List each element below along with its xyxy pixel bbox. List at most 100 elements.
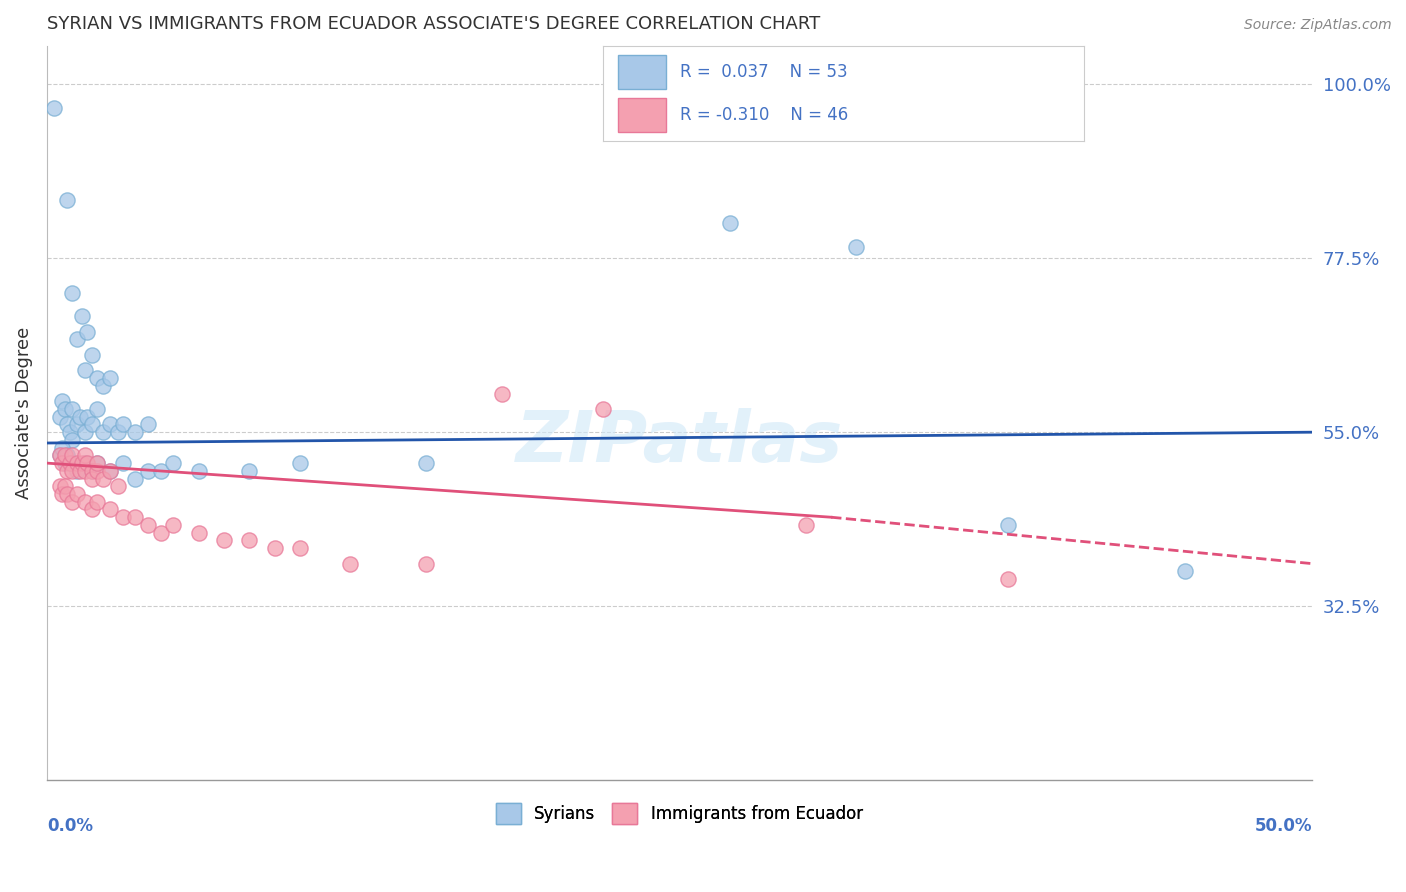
Point	[60, 433, 83, 447]
Point	[60, 495, 83, 509]
Point	[98, 417, 121, 432]
Point	[82, 502, 104, 516]
Point	[91, 472, 114, 486]
Point	[111, 510, 134, 524]
Point	[98, 371, 121, 385]
Point	[56, 417, 79, 432]
Point	[73, 425, 96, 440]
Point	[997, 572, 1019, 586]
Point	[60, 464, 83, 478]
Point	[98, 464, 121, 478]
Point	[60, 449, 83, 463]
Point	[339, 557, 361, 571]
Point	[48, 449, 70, 463]
Point	[48, 449, 70, 463]
Point	[82, 472, 104, 486]
Point	[997, 518, 1019, 533]
Point	[56, 487, 79, 501]
Point	[149, 525, 172, 540]
Point	[718, 217, 741, 231]
Point	[263, 541, 285, 556]
Point	[51, 394, 73, 409]
Point	[48, 479, 70, 493]
Point	[73, 464, 96, 478]
Legend: Syrians, Immigrants from Ecuador: Syrians, Immigrants from Ecuador	[489, 797, 869, 830]
Point	[794, 518, 817, 533]
Point	[56, 449, 79, 463]
Point	[107, 425, 129, 440]
Point	[491, 386, 513, 401]
Point	[288, 456, 311, 470]
Point	[44, 101, 66, 115]
Point	[60, 456, 83, 470]
Point	[98, 464, 121, 478]
Point	[187, 464, 209, 478]
Point	[73, 456, 96, 470]
Point	[86, 402, 108, 417]
Point	[415, 456, 437, 470]
Point	[59, 425, 82, 440]
Point	[98, 502, 121, 516]
Point	[66, 464, 89, 478]
Point	[76, 325, 98, 339]
Point	[592, 402, 614, 417]
Point	[238, 464, 260, 478]
Point	[72, 310, 94, 324]
Point	[66, 417, 89, 432]
Point	[73, 449, 96, 463]
Y-axis label: Associate's Degree: Associate's Degree	[15, 326, 32, 499]
Point	[53, 449, 76, 463]
Point	[86, 464, 108, 478]
Point	[82, 464, 104, 478]
Point	[187, 525, 209, 540]
Point	[82, 417, 104, 432]
Point	[51, 487, 73, 501]
Point	[415, 557, 437, 571]
Point	[59, 456, 82, 470]
Point	[91, 425, 114, 440]
Point	[56, 194, 79, 208]
Point	[69, 409, 91, 424]
Point	[86, 371, 108, 385]
Point	[66, 333, 89, 347]
Point	[53, 456, 76, 470]
Point	[73, 495, 96, 509]
Point	[56, 464, 79, 478]
Point	[238, 533, 260, 548]
Point	[149, 464, 172, 478]
Point	[162, 456, 184, 470]
Point	[60, 286, 83, 301]
Point	[107, 479, 129, 493]
Point	[53, 402, 76, 417]
Text: 0.0%: 0.0%	[46, 817, 93, 835]
Point	[53, 479, 76, 493]
Point	[136, 417, 159, 432]
Point	[76, 456, 98, 470]
Point	[124, 510, 146, 524]
Point	[162, 518, 184, 533]
Point	[66, 487, 89, 501]
Point	[136, 464, 159, 478]
Point	[845, 240, 868, 254]
Point	[51, 456, 73, 470]
Point	[86, 456, 108, 470]
Point	[51, 441, 73, 455]
Point	[124, 472, 146, 486]
Text: ZIPatlas: ZIPatlas	[516, 408, 844, 476]
Point	[86, 456, 108, 470]
Point	[60, 402, 83, 417]
Text: SYRIAN VS IMMIGRANTS FROM ECUADOR ASSOCIATE'S DEGREE CORRELATION CHART: SYRIAN VS IMMIGRANTS FROM ECUADOR ASSOCI…	[46, 15, 820, 33]
Point	[136, 518, 159, 533]
Point	[111, 417, 134, 432]
Point	[86, 495, 108, 509]
Point	[111, 456, 134, 470]
Text: Source: ZipAtlas.com: Source: ZipAtlas.com	[1244, 18, 1392, 32]
Point	[48, 409, 70, 424]
Point	[72, 456, 94, 470]
Point	[1174, 565, 1197, 579]
Point	[73, 363, 96, 377]
Point	[82, 348, 104, 362]
Point	[124, 425, 146, 440]
Text: 50.0%: 50.0%	[1254, 817, 1312, 835]
Point	[82, 464, 104, 478]
